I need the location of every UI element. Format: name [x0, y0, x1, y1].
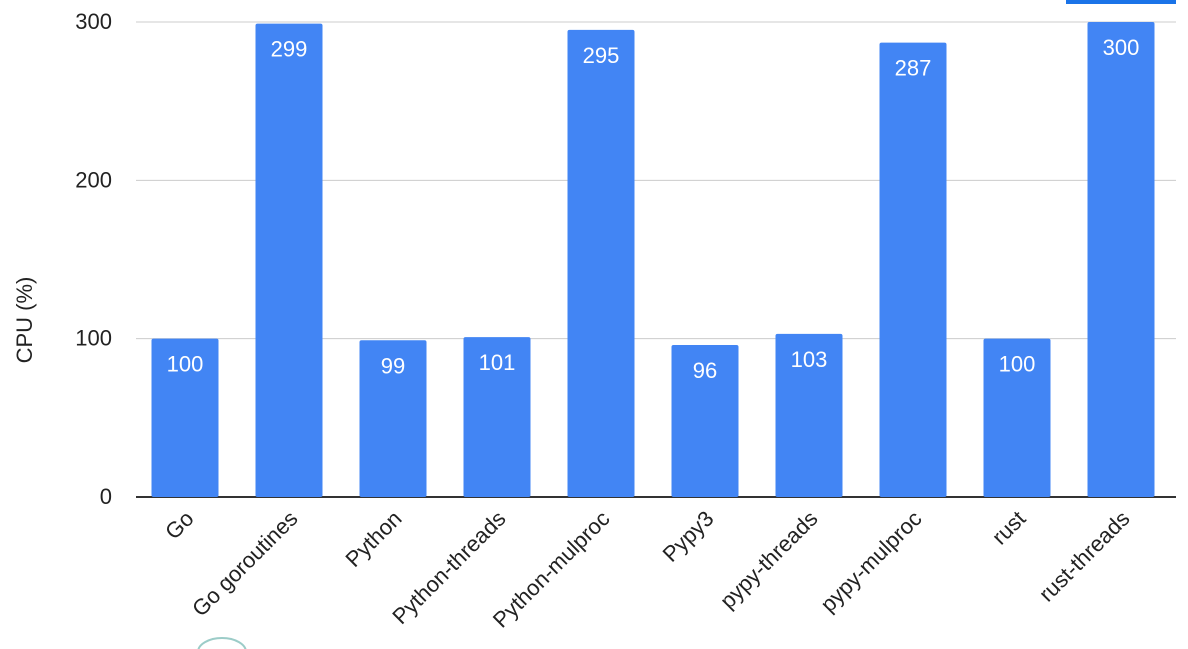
bar [463, 337, 531, 497]
bar [1087, 22, 1155, 497]
bar-value-label: 103 [791, 347, 828, 372]
bar-value-label: 295 [583, 43, 620, 68]
x-category-label: pypy-threads [715, 506, 823, 614]
bar-value-label: 100 [167, 352, 204, 377]
y-tick-label: 0 [100, 484, 112, 509]
y-axis-title: CPU (%) [12, 277, 37, 364]
bar-value-label: 299 [271, 37, 308, 62]
bar-value-label: 101 [479, 350, 516, 375]
x-category-label: Pypy3 [658, 506, 719, 567]
top-right-accent [1066, 0, 1176, 4]
x-category-label: pypy-mulproc [815, 506, 926, 617]
bar-value-label: 99 [381, 353, 405, 378]
bar [255, 23, 323, 497]
x-category-label: Go [160, 506, 198, 544]
bar [671, 345, 739, 497]
bar-value-label: 96 [693, 358, 717, 383]
x-category-label: rust-threads [1034, 506, 1135, 607]
y-axis-ticks: 0 100 200 300 [75, 9, 112, 509]
watermark-icon [197, 637, 247, 649]
x-category-label: Python [340, 506, 406, 572]
bar [151, 338, 219, 497]
y-tick-label: 200 [75, 167, 112, 192]
bar [775, 333, 843, 497]
x-category-label: rust [987, 506, 1031, 550]
bar-value-label: 287 [895, 56, 932, 81]
bar-value-label: 100 [999, 352, 1036, 377]
bar [567, 29, 635, 498]
bar [983, 338, 1051, 497]
bar [359, 340, 427, 497]
bar [879, 42, 947, 497]
y-tick-label: 300 [75, 9, 112, 34]
bar-value-label: 300 [1103, 35, 1140, 60]
x-category-label: Go goroutines [187, 506, 302, 621]
y-tick-label: 100 [75, 326, 112, 351]
bars: 100 299 99 101 295 96 103 287 100 300 [151, 22, 1155, 498]
